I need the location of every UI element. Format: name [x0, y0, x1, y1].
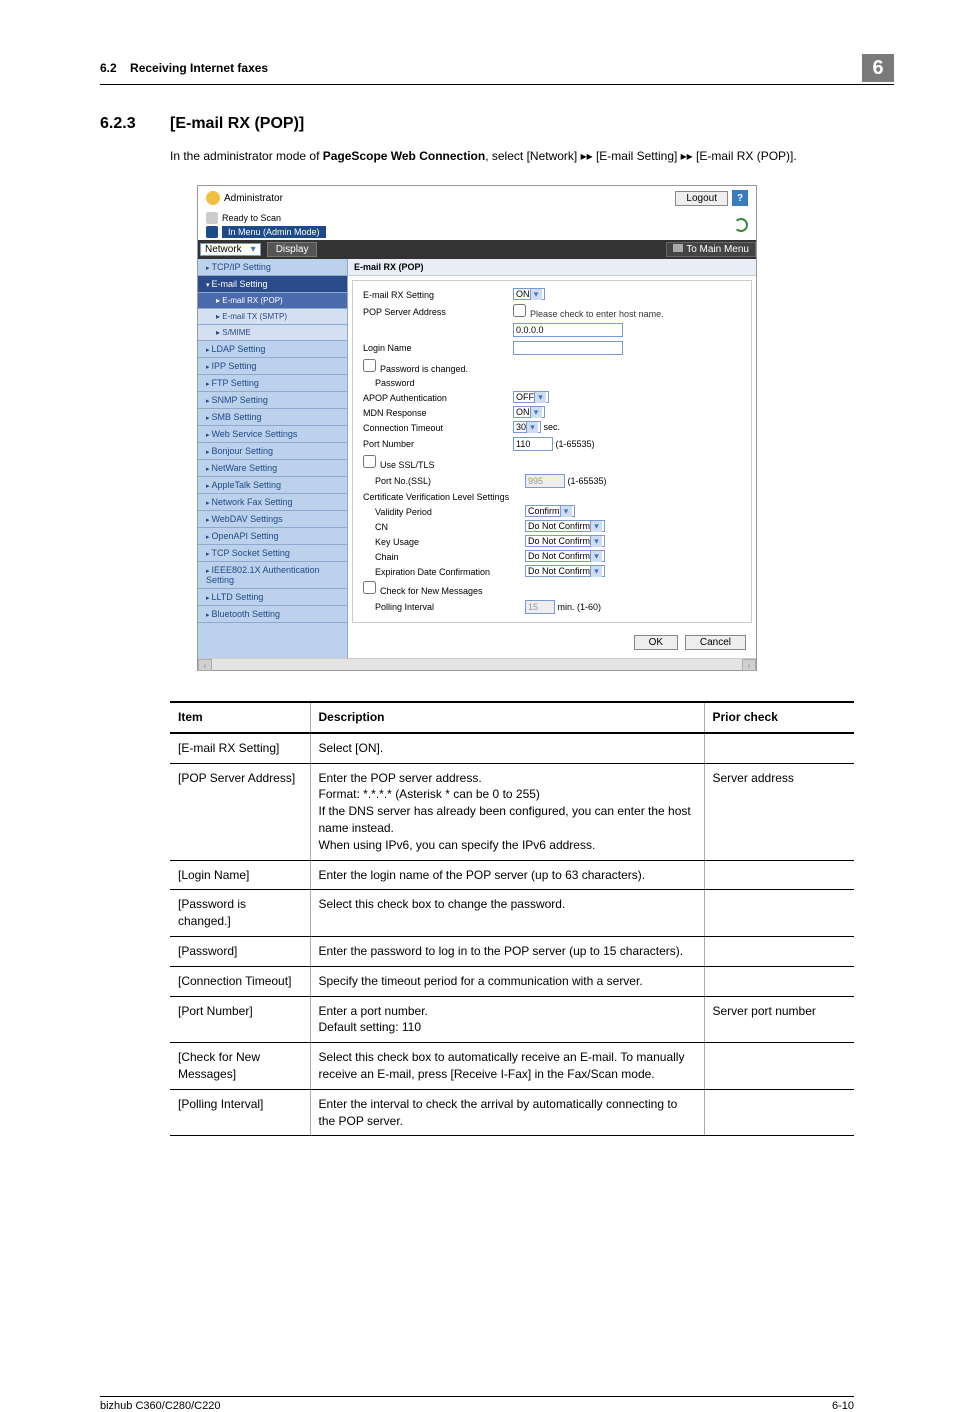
chapter-badge: 6: [862, 54, 894, 82]
table-row: [Password]Enter the password to log in t…: [170, 936, 854, 966]
admin-screenshot: Administrator Logout ? Ready to Scan In …: [197, 185, 757, 671]
ready-icon: [206, 212, 218, 224]
sidebar-smime[interactable]: ▸ S/MIME: [198, 325, 347, 341]
table-row: [E-mail RX Setting]Select [ON].: [170, 733, 854, 763]
sidebar-emailrx[interactable]: ▸ E-mail RX (POP): [198, 293, 347, 309]
keyusage-select[interactable]: Do Not Confirm▾: [525, 535, 605, 547]
section-number: 6.2.3: [100, 115, 170, 133]
scroll-right-icon[interactable]: ›: [742, 659, 756, 671]
ssl-label: Use SSL/TLS: [380, 460, 435, 470]
sidebar-bonjour[interactable]: Bonjour Setting: [198, 443, 347, 460]
sidebar-openapi[interactable]: OpenAPI Setting: [198, 528, 347, 545]
apop-label: APOP Authentication: [363, 393, 513, 403]
port-label: Port Number: [363, 439, 513, 449]
cn-label: CN: [375, 522, 525, 532]
logout-button[interactable]: Logout: [675, 191, 728, 206]
table-row: [Login Name]Enter the login name of the …: [170, 860, 854, 890]
table-header-desc: Description: [310, 702, 704, 733]
validity-label: Validity Period: [375, 507, 525, 517]
loginname-input[interactable]: [513, 341, 623, 355]
chain-select[interactable]: Do Not Confirm▾: [525, 550, 605, 562]
mdn-label: MDN Response: [363, 408, 513, 418]
sidebar-ieee[interactable]: IEEE802.1X Authentication Setting: [198, 562, 347, 589]
rxsetting-select[interactable]: ON▾: [513, 288, 545, 300]
ok-button[interactable]: OK: [634, 635, 678, 650]
table-row: [Polling Interval]Enter the interval to …: [170, 1089, 854, 1136]
sidebar-ldap[interactable]: LDAP Setting: [198, 341, 347, 358]
keyusage-label: Key Usage: [375, 537, 525, 547]
to-main-menu[interactable]: To Main Menu: [666, 242, 756, 257]
table-row: [Port Number]Enter a port number. Defaul…: [170, 996, 854, 1043]
sidebar-bluetooth[interactable]: Bluetooth Setting: [198, 606, 347, 623]
page-header-section: 6.2 Receiving Internet faxes: [100, 61, 268, 75]
intro-text: In the administrator mode of PageScope W…: [170, 147, 854, 165]
portssl-label: Port No.(SSL): [375, 476, 525, 486]
conn-select[interactable]: 30▾: [513, 421, 541, 433]
sidebar-web[interactable]: Web Service Settings: [198, 426, 347, 443]
loginname-label: Login Name: [363, 343, 513, 353]
exp-select[interactable]: Do Not Confirm▾: [525, 565, 605, 577]
table-row: [Connection Timeout]Specify the timeout …: [170, 966, 854, 996]
cn-select[interactable]: Do Not Confirm▾: [525, 520, 605, 532]
exp-label: Expiration Date Confirmation: [375, 567, 525, 577]
hostname-checkbox[interactable]: [513, 304, 526, 317]
conn-label: Connection Timeout: [363, 423, 513, 433]
table-header-prior: Prior check: [704, 702, 854, 733]
popserver-label: POP Server Address: [363, 307, 513, 317]
menu-icon: [206, 226, 218, 238]
sidebar-smb[interactable]: SMB Setting: [198, 409, 347, 426]
to-main-icon: [673, 244, 683, 252]
table-row: [POP Server Address]Enter the POP server…: [170, 763, 854, 860]
sidebar-webdav[interactable]: WebDAV Settings: [198, 511, 347, 528]
menu-label: In Menu (Admin Mode): [222, 226, 326, 238]
poll-label: Polling Interval: [375, 602, 525, 612]
sidebar-ftp[interactable]: FTP Setting: [198, 375, 347, 392]
section-name: [E-mail RX (POP)]: [170, 115, 304, 133]
ready-label: Ready to Scan: [222, 213, 281, 223]
sidebar-netfax[interactable]: Network Fax Setting: [198, 494, 347, 511]
chain-label: Chain: [375, 552, 525, 562]
form-title: E-mail RX (POP): [348, 259, 756, 276]
mdn-select[interactable]: ON▾: [513, 406, 545, 418]
description-table: Item Description Prior check [E-mail RX …: [170, 701, 854, 1136]
rxsetting-label: E-mail RX Setting: [363, 290, 513, 300]
network-select[interactable]: Network: [200, 243, 261, 256]
footer-page: 6-10: [832, 1400, 854, 1412]
sidebar-snmp[interactable]: SNMP Setting: [198, 392, 347, 409]
sidebar-lltd[interactable]: LLTD Setting: [198, 589, 347, 606]
table-header-item: Item: [170, 702, 310, 733]
table-row: [Check for New Messages]Select this chec…: [170, 1043, 854, 1090]
sidebar-netware[interactable]: NetWare Setting: [198, 460, 347, 477]
pwdchanged-checkbox[interactable]: [363, 359, 376, 372]
ssl-checkbox[interactable]: [363, 455, 376, 468]
help-icon[interactable]: ?: [732, 190, 748, 206]
scroll-left-icon[interactable]: ‹: [198, 659, 212, 671]
checknew-label: Check for New Messages: [380, 586, 483, 596]
hostname-note: Please check to enter host name.: [530, 309, 664, 319]
footer-model: bizhub C360/C280/C220: [100, 1400, 220, 1412]
sidebar-ipp[interactable]: IPP Setting: [198, 358, 347, 375]
display-button[interactable]: Display: [267, 242, 318, 257]
popserver-input[interactable]: [513, 323, 623, 337]
checknew-checkbox[interactable]: [363, 581, 376, 594]
sidebar-emailtx[interactable]: ▸ E-mail TX (SMTP): [198, 309, 347, 325]
port-input[interactable]: [513, 437, 553, 451]
sidebar-tcpsocket[interactable]: TCP Socket Setting: [198, 545, 347, 562]
poll-input: [525, 600, 555, 614]
validity-select[interactable]: Confirm▾: [525, 505, 575, 517]
pwdchanged-label: Password is changed.: [380, 364, 468, 374]
refresh-icon[interactable]: [734, 218, 748, 232]
admin-label: Administrator: [224, 193, 283, 204]
sidebar-tcpip[interactable]: TCP/IP Setting: [198, 259, 347, 276]
admin-icon: [206, 191, 220, 205]
cert-label: Certificate Verification Level Settings: [363, 492, 509, 502]
sidebar-email[interactable]: E-mail Setting: [198, 276, 347, 293]
sidebar-appletalk[interactable]: AppleTalk Setting: [198, 477, 347, 494]
cancel-button[interactable]: Cancel: [685, 635, 746, 650]
apop-select[interactable]: OFF▾: [513, 391, 549, 403]
portssl-input: [525, 474, 565, 488]
table-row: [Password is changed.]Select this check …: [170, 890, 854, 937]
password-label: Password: [375, 378, 525, 388]
